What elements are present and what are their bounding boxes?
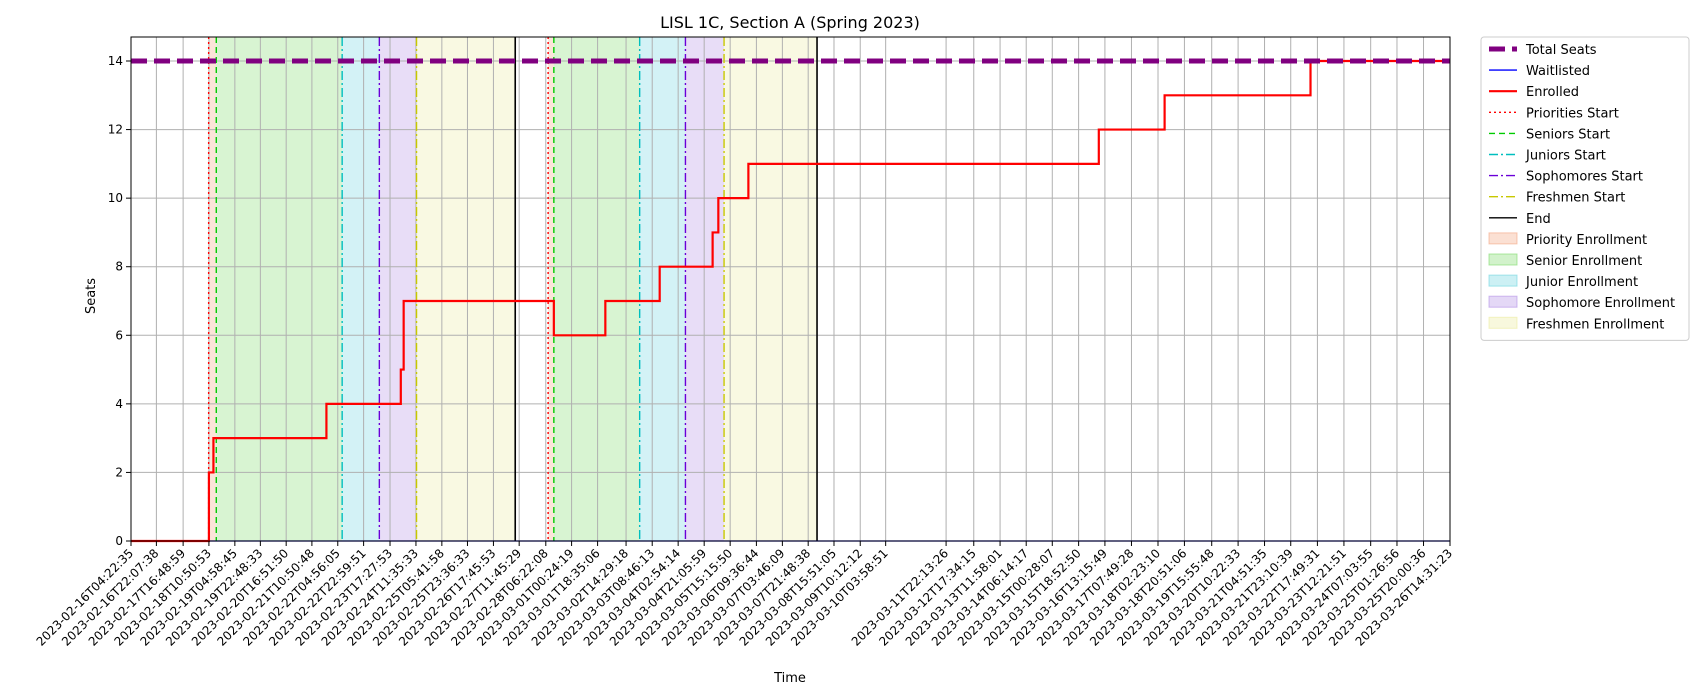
grid xyxy=(130,37,1451,542)
x-axis-ticks: 2023-02-16T04:22:352023-02-16T22:07:3820… xyxy=(34,541,1455,649)
legend: Total Seats Waitlisted Enrolled Priorities … xyxy=(1480,36,1690,341)
enrolled-series xyxy=(131,59,1450,543)
total-seats-legend-label: Total Seats xyxy=(1525,43,1597,58)
seniors-start-legend-label: Seniors Start xyxy=(1526,127,1610,142)
sophomore-enrollment-span xyxy=(685,37,725,541)
sophomores-start-legend-label: Sophomores Start xyxy=(1526,170,1643,185)
junior-enrollment-legend-label: Junior Enrollment xyxy=(1525,275,1638,290)
y-tick-label: 4 xyxy=(115,397,123,411)
legend-box xyxy=(1480,36,1690,341)
x-axis-label: Time xyxy=(773,671,806,686)
y-axis-label: Seats xyxy=(84,278,99,314)
junior-enrollment-span xyxy=(342,37,380,541)
sophomore-enrollment-legend-swatch xyxy=(1488,295,1518,308)
freshmen-enrollment-span xyxy=(724,37,818,541)
juniors-start-legend-label: Juniors Start xyxy=(1525,149,1606,164)
phase-start-lines xyxy=(207,37,818,541)
plot-frame xyxy=(130,36,1451,542)
freshmen-enrollment-span xyxy=(416,37,516,541)
y-tick-label: 0 xyxy=(115,534,123,548)
sophomore-enrollment-span xyxy=(379,37,417,541)
senior-enrollment-span xyxy=(216,37,343,541)
waitlisted-legend-label: Waitlisted xyxy=(1526,64,1590,79)
enrolled-legend-label: Enrolled xyxy=(1526,85,1579,100)
senior-enrollment-legend-swatch xyxy=(1488,253,1518,266)
y-tick-label: 14 xyxy=(108,54,123,68)
priorities-start-legend-label: Priorities Start xyxy=(1526,106,1619,121)
priority-enrollment-span xyxy=(208,37,217,541)
end-legend-label: End xyxy=(1526,212,1551,227)
y-tick-label: 10 xyxy=(108,191,123,205)
priority-enrollment-span xyxy=(548,37,554,541)
freshmen-start-legend-label: Freshmen Start xyxy=(1526,191,1625,206)
freshmen-enrollment-legend-swatch xyxy=(1488,316,1518,329)
y-tick-label: 12 xyxy=(108,123,123,137)
senior-enrollment-legend-label: Senior Enrollment xyxy=(1526,254,1642,269)
priority-enrollment-legend-label: Priority Enrollment xyxy=(1526,233,1647,248)
freshmen-enrollment-legend-label: Freshmen Enrollment xyxy=(1526,317,1664,332)
y-tick-label: 6 xyxy=(115,328,123,342)
senior-enrollment-span xyxy=(553,37,640,541)
enrollment-spans xyxy=(208,37,818,541)
priority-enrollment-legend-swatch xyxy=(1488,232,1518,245)
y-tick-label: 2 xyxy=(115,465,123,479)
y-tick-label: 8 xyxy=(115,260,123,274)
chart-title: LISL 1C, Section A (Spring 2023) xyxy=(660,13,920,32)
y-axis-ticks: 0 2 4 6 8 10 12 14 xyxy=(108,54,131,548)
junior-enrollment-legend-swatch xyxy=(1488,274,1518,287)
sophomore-enrollment-legend-label: Sophomore Enrollment xyxy=(1526,296,1675,311)
